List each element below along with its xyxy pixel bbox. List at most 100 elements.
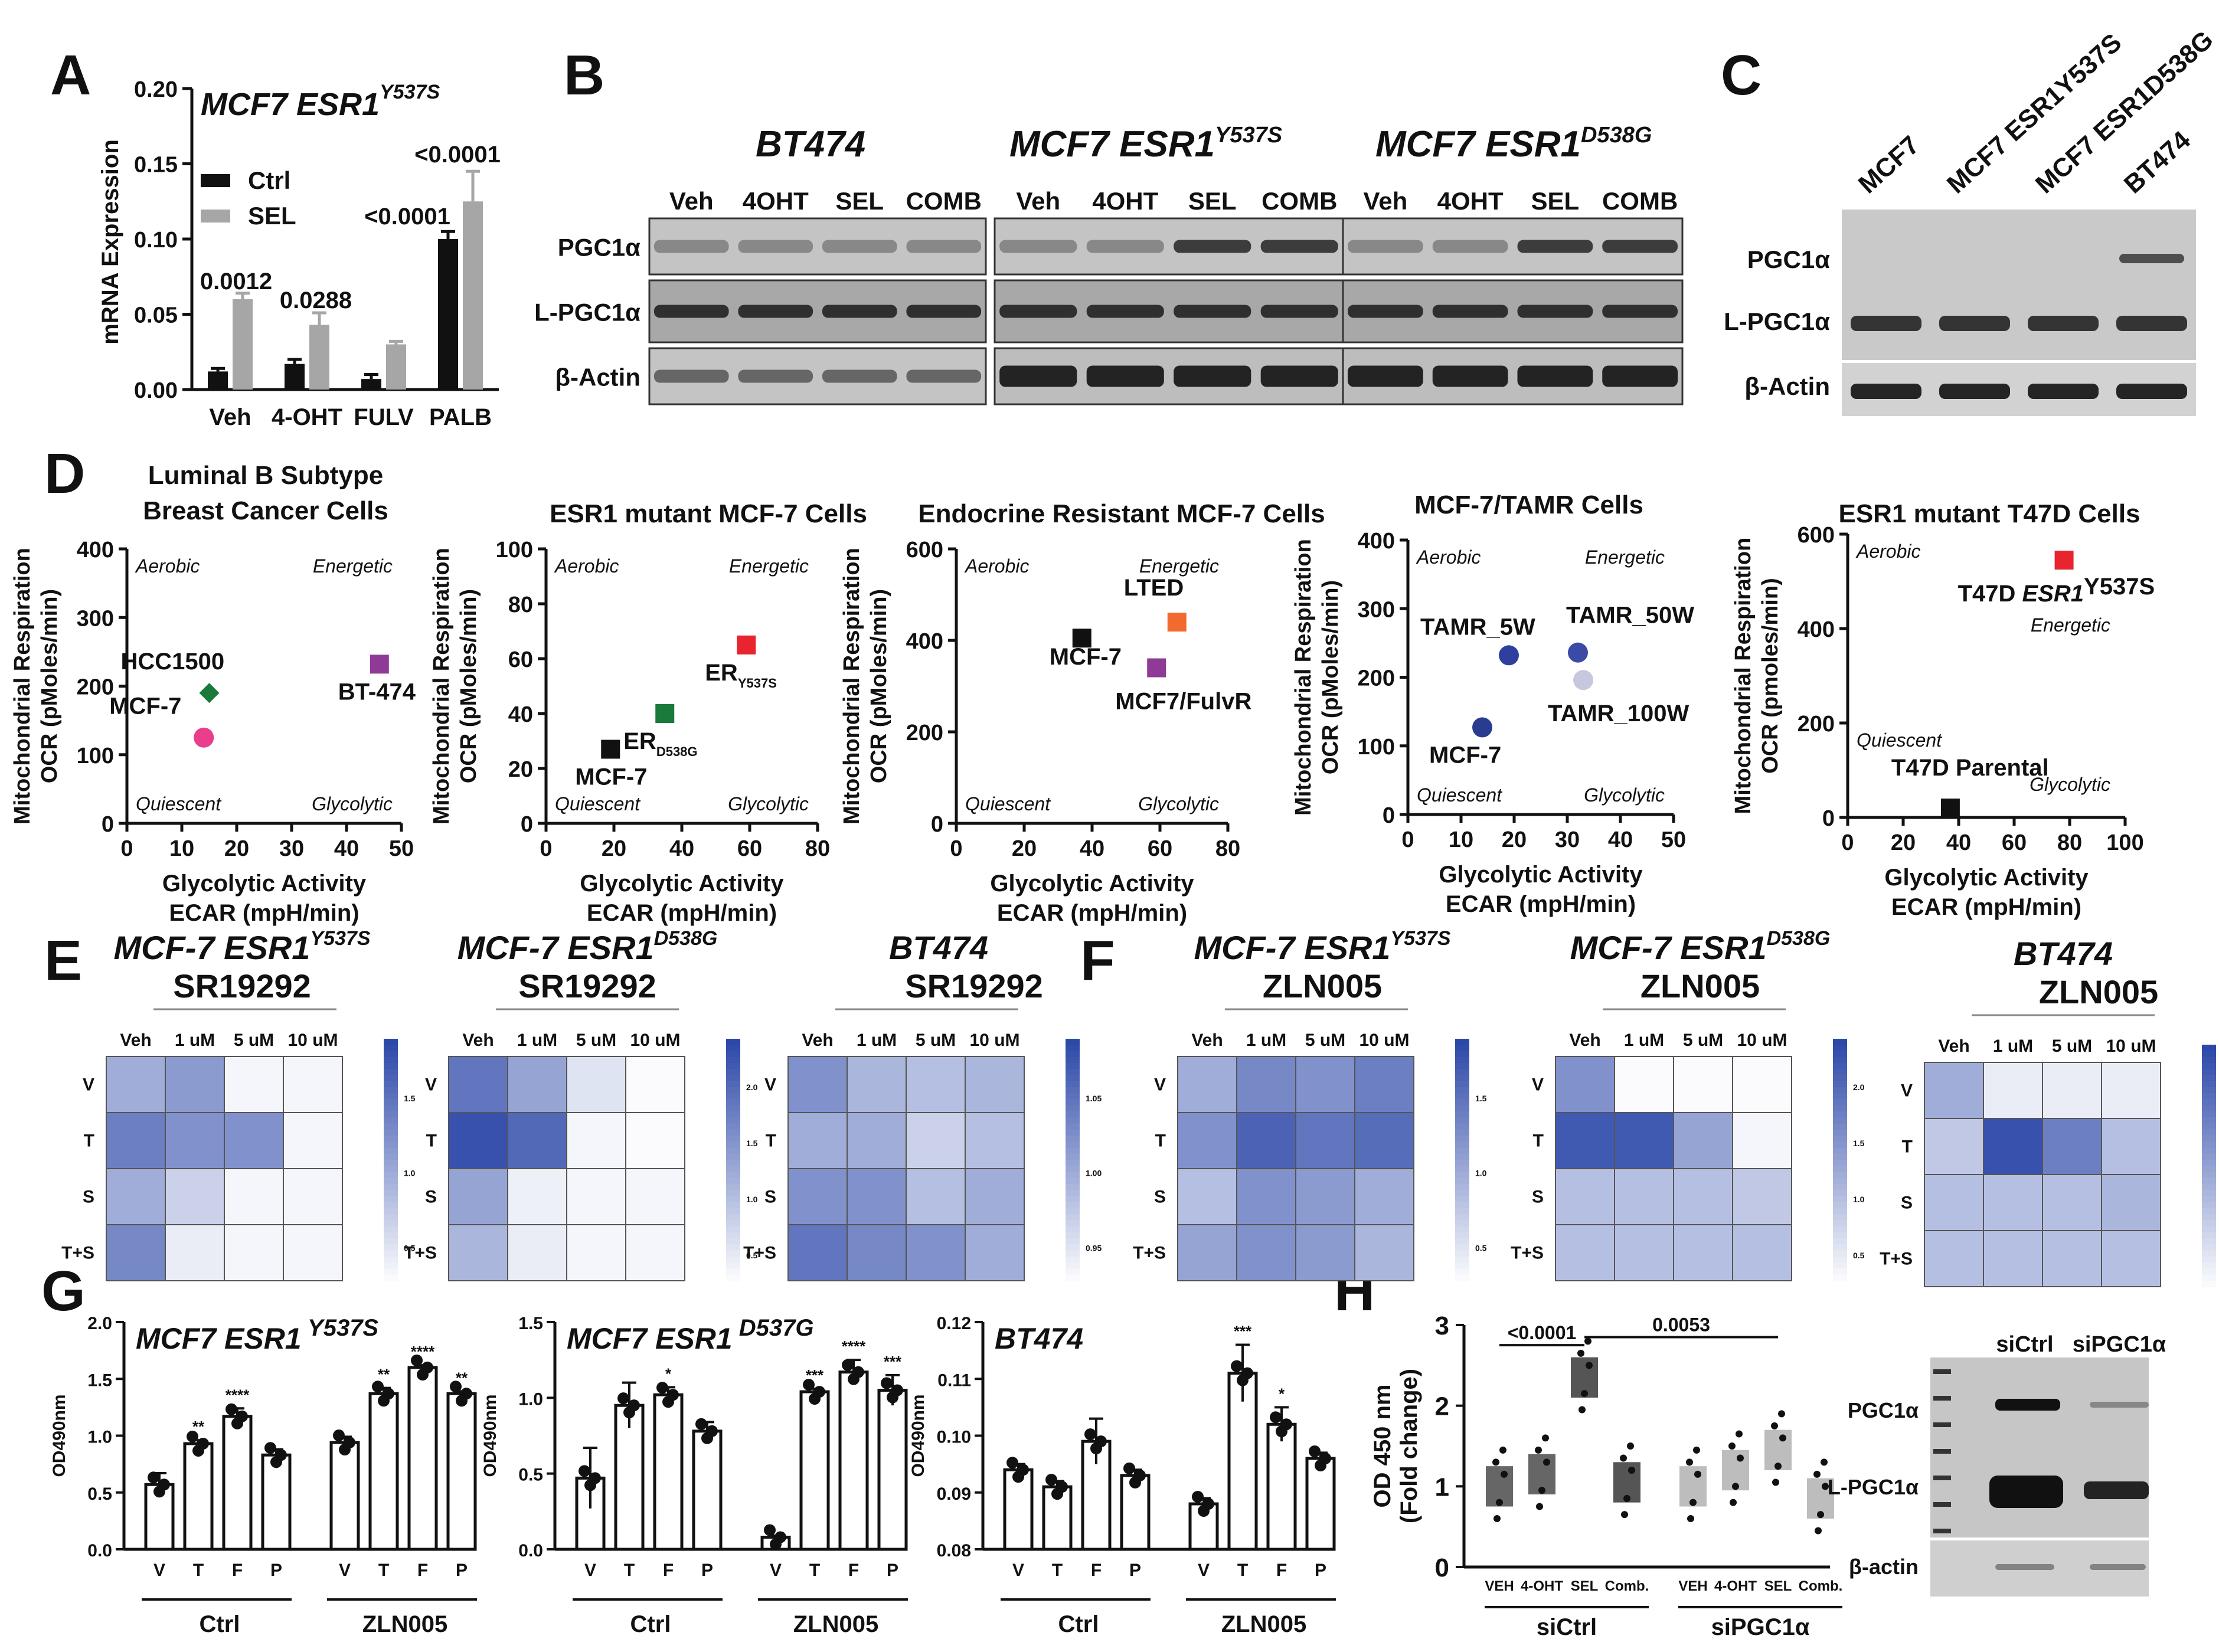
b-band [999,240,1077,253]
heatmap-scale-segment [1833,1129,1847,1136]
d-ytick-label: 80 [508,593,533,617]
b-band [906,305,982,318]
g-significance: *** [884,1353,902,1370]
h-datapoint [1772,1478,1779,1486]
d-quadrant-quiescent: Quiescent [1417,784,1502,806]
heatmap-scale-segment [1455,1274,1469,1281]
a-ytick-label: 0.10 [134,228,178,253]
a-legend-ctrl: Ctrl [248,166,290,194]
g-datapoint [270,1456,282,1468]
heatmap-scale-tick: 1.5 [1853,1139,1865,1148]
a-ytick-label: 0.20 [134,77,178,102]
heatmap-col-label: 1 uM [1246,1031,1286,1050]
h-datapoint [1689,1499,1697,1506]
heatmap-title: MCF-7 ESR1Y537S [1194,927,1450,966]
a-pvalue: 0.0012 [200,269,272,295]
heatmap-scale-tick: 1.5 [746,1139,758,1148]
heatmap-scale-segment [1455,1129,1469,1136]
h-group-label: siCtrl [1537,1614,1597,1640]
heatmap-scale-segment [2202,1208,2216,1215]
d-ylabel: OCR (pMoles/min) [456,589,481,783]
g-ytick-label: 1.5 [87,1370,112,1390]
blot-b-group-2-title: MCF7 ESR1Y537S [1009,123,1282,165]
heatmap-scale-segment [1066,1268,1080,1275]
heatmap-cell [1983,1118,2043,1175]
heatmap-scale-segment [384,1056,398,1064]
heatmap-scale-segment [1455,1257,1469,1264]
d-xtick-label: 0 [1841,830,1854,855]
a-xtick-label: PALB [429,404,492,430]
d-ytick-label: 300 [1358,597,1395,622]
heatmap-cell [787,1112,848,1169]
heatmap-cell [1555,1056,1615,1113]
d-plot-1: 0 100 200 300 400 0 10 20 30 40 50 Luminal B Subtyp… [10,461,416,926]
heatmap-col-label: 10 uM [287,1031,338,1050]
heatmap-cell [625,1056,685,1113]
d-quadrant-energetic: Energetic [1139,555,1219,577]
heatmap-scale-segment [1066,1093,1080,1100]
d-ytick-label: 600 [906,538,943,562]
heatmap-scale-segment [1066,1063,1080,1070]
a-ytick-label: 0.15 [134,153,178,178]
heatmap-cell [1924,1062,1984,1119]
heatmap-cell [1295,1056,1355,1113]
heatmap-scale-segment [726,1160,740,1167]
g-xtick-label: T [624,1561,635,1580]
g-datapoint [584,1479,596,1491]
g-title-sup: D537G [733,1315,814,1341]
heatmap-scale-segment [384,1153,398,1160]
heatmap-scale-segment [1066,1039,1080,1046]
b-band [822,305,897,318]
d-xlabel: ECAR (mpH/min) [1446,891,1636,917]
h-ytick-label: 3 [1435,1311,1449,1340]
heatmap-scale-segment [1455,1250,1469,1257]
g-xtick-label: P [887,1561,898,1580]
heatmap-scale-segment [384,1117,398,1124]
g-bar [653,1393,684,1551]
heatmap-scale-segment [726,1129,740,1136]
b-band [1602,240,1678,253]
heatmap-scale-segment [1455,1093,1469,1100]
d-point-label: MCF7/FulvR [1115,689,1251,715]
g-group-label: Ctrl [200,1611,240,1637]
g-datapoint [1123,1462,1135,1474]
heatmap-scale-tick: 0.5 [746,1251,758,1260]
heatmap-cell [1924,1118,1984,1175]
h-xtick-label: 4-OHT [1521,1578,1563,1594]
heatmap-row-label: T [1155,1131,1166,1151]
h-blot-upper [1930,1357,2149,1537]
g-ytick-label: 1.5 [518,1314,543,1333]
heatmap-scale-segment [1066,1250,1080,1257]
a-ytick-label: 0.00 [134,378,178,403]
heatmap-scale-segment [2202,1129,2216,1136]
heatmap-scale-segment [1066,1123,1080,1130]
heatmap-scale-segment [1455,1051,1469,1058]
b-band [1174,240,1251,253]
heatmap-drug: SR19292 [173,967,311,1005]
heatmap-cell [1673,1168,1733,1225]
g-datapoint [450,1381,462,1393]
heatmap-scale-segment [726,1238,740,1245]
d-quadrant-energetic: Energetic [2031,614,2110,636]
g-ylabel: OD490nm [908,1394,928,1477]
b-band [1260,305,1338,318]
h-xtick-label: Comb. [1799,1578,1843,1594]
d-xtick-label: 30 [1555,827,1580,852]
g-group-label: ZLN005 [1221,1611,1307,1637]
heatmap-scale-segment [1455,1160,1469,1167]
heatmap-scale-segment [384,1069,398,1076]
heatmap-scale-segment [384,1105,398,1112]
heatmap-scale-segment [1066,1226,1080,1233]
g-title-main: MCF7 ESR1 [136,1322,302,1355]
heatmap-cell [2101,1230,2161,1287]
d-xtick-label: 50 [389,836,414,861]
heatmap-scale-segment [726,1056,740,1064]
heatmap-scale-segment [384,1129,398,1136]
d-point-mcf-7 [601,740,620,759]
heatmap-cell [1555,1112,1615,1169]
c-row-label: β-Actin [1744,372,1830,400]
g-datapoint [378,1395,390,1407]
heatmap-scale-segment [1455,1063,1469,1070]
heatmap-cell [1614,1112,1674,1169]
heatmap-scale-segment [1066,1190,1080,1197]
